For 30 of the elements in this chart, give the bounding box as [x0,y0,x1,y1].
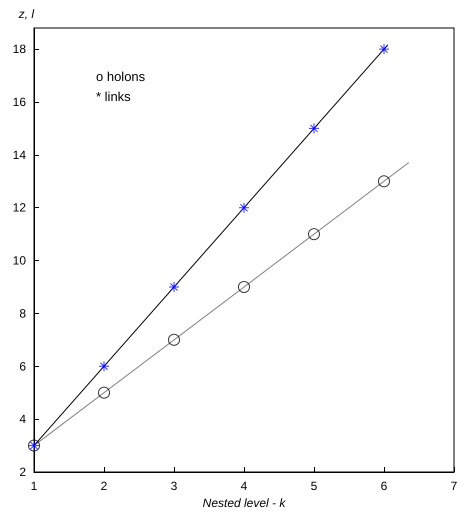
x-axis-title: Nested level - k [202,496,286,510]
x-tick-label: 2 [100,479,108,493]
x-tick-label: 5 [310,479,318,493]
y-tick-label: 12 [12,200,26,215]
point [378,175,390,188]
y-tick-label: 6 [19,359,26,374]
point [98,360,110,372]
y-axis-title: z, l [18,7,34,21]
y-tick-label: 10 [12,254,26,268]
point [238,202,250,214]
point [168,334,180,346]
annotation: * links [96,89,132,104]
point [378,44,390,55]
y-tick-label: 2 [19,465,26,479]
y-tick-label: 8 [19,306,26,320]
y-tick-label: 14 [12,148,26,162]
point [98,386,110,399]
y-tick-label: 18 [12,42,26,56]
point [168,282,180,292]
x-tick-label: 6 [380,479,388,493]
point [308,228,320,240]
annotation: o holons [96,69,146,84]
point [308,122,320,134]
y-tick-label: 16 [12,95,26,109]
point [238,281,250,293]
y-tick-label: 4 [19,412,26,426]
x-tick-label: 1 [30,479,38,493]
x-tick-label: 7 [450,479,458,493]
x-tick-label: 4 [240,479,248,493]
x-tick-label: 3 [170,479,178,493]
